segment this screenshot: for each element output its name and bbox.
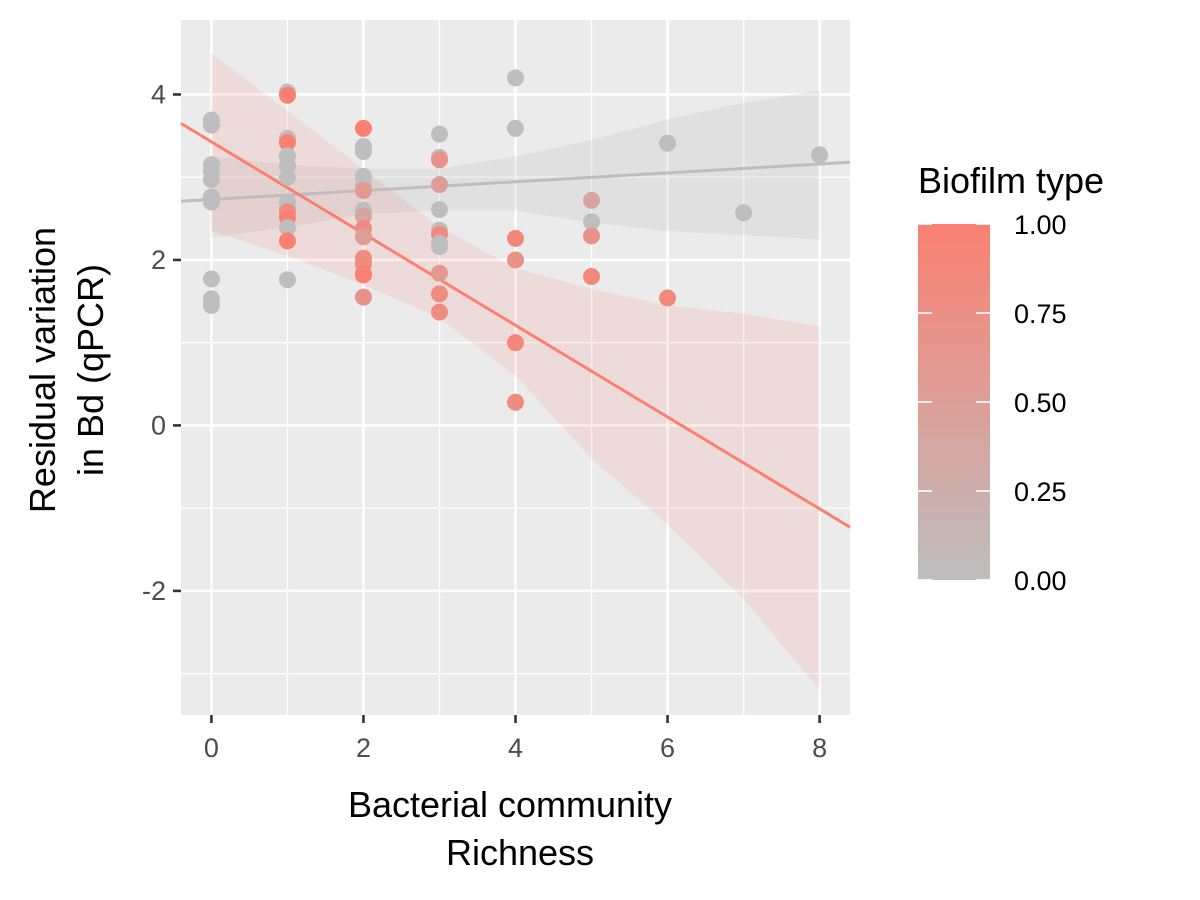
data-point [430, 264, 448, 282]
data-point [430, 238, 448, 256]
data-point [811, 146, 829, 164]
data-point [278, 133, 296, 151]
axes: 0 2 4 6 8 -2 0 2 4 [142, 79, 827, 763]
data-point [354, 207, 372, 225]
data-point [354, 181, 372, 199]
data-point [202, 270, 220, 288]
data-point [430, 176, 448, 194]
legend-ticks: 1.00 0.75 0.50 0.25 0.00 [918, 210, 1067, 596]
y-tick-label: 0 [151, 410, 166, 440]
x-axis-title-line-2: Richness [446, 832, 594, 873]
y-tick-label: 2 [151, 245, 166, 275]
data-point [583, 213, 601, 231]
data-point [430, 125, 448, 143]
legend-label: 1.00 [1014, 210, 1067, 240]
data-point [507, 119, 524, 137]
data-point [202, 171, 220, 189]
data-point [202, 116, 220, 134]
x-tick-label: 2 [356, 733, 371, 763]
data-point [430, 151, 448, 169]
data-point [659, 134, 677, 152]
data-point [430, 285, 448, 303]
regression-line-group-0 [180, 160, 851, 203]
data-point [354, 288, 372, 306]
data-point [659, 289, 677, 307]
grid-lines [181, 20, 850, 715]
regression-lines [180, 122, 851, 529]
data-point [202, 296, 220, 314]
x-tick-label: 8 [812, 733, 827, 763]
data-point [202, 193, 220, 211]
data-point [507, 251, 524, 269]
x-tick-label: 6 [660, 733, 675, 763]
data-point [507, 393, 524, 411]
y-tick-label: 4 [151, 79, 166, 109]
data-point [354, 119, 372, 137]
x-tick-label: 0 [204, 733, 219, 763]
legend-label: 0.25 [1014, 477, 1067, 507]
legend-title: Biofilm type [918, 160, 1104, 201]
legend: Biofilm type 1.00 0.75 0.50 0.25 0.00 [918, 160, 1104, 596]
data-point [583, 227, 601, 245]
data-point [583, 267, 601, 285]
data-point [354, 228, 372, 246]
x-tick-label: 4 [508, 733, 523, 763]
legend-label: 0.00 [1014, 566, 1067, 596]
data-point [354, 266, 372, 284]
y-axis-title-line-1: Residual variation [22, 227, 63, 513]
data-point [735, 204, 753, 222]
y-tick-label: -2 [142, 576, 166, 606]
data-point [507, 334, 524, 352]
regression-line-group-1 [180, 122, 851, 529]
data-point [354, 143, 372, 161]
data-point [278, 86, 296, 104]
data-points [202, 69, 829, 411]
data-point [278, 219, 296, 237]
y-axis-title-line-2: in Bd (qPCR) [70, 264, 111, 476]
data-point [278, 271, 296, 289]
data-point [507, 229, 524, 247]
data-point [278, 168, 296, 186]
data-point [583, 191, 601, 209]
legend-label: 0.75 [1014, 299, 1067, 329]
data-point [430, 303, 448, 321]
data-point [507, 69, 524, 87]
legend-label: 0.50 [1014, 388, 1067, 418]
data-point [278, 232, 296, 250]
x-axis-title-line-1: Bacterial community [348, 784, 672, 825]
data-point [430, 200, 448, 218]
